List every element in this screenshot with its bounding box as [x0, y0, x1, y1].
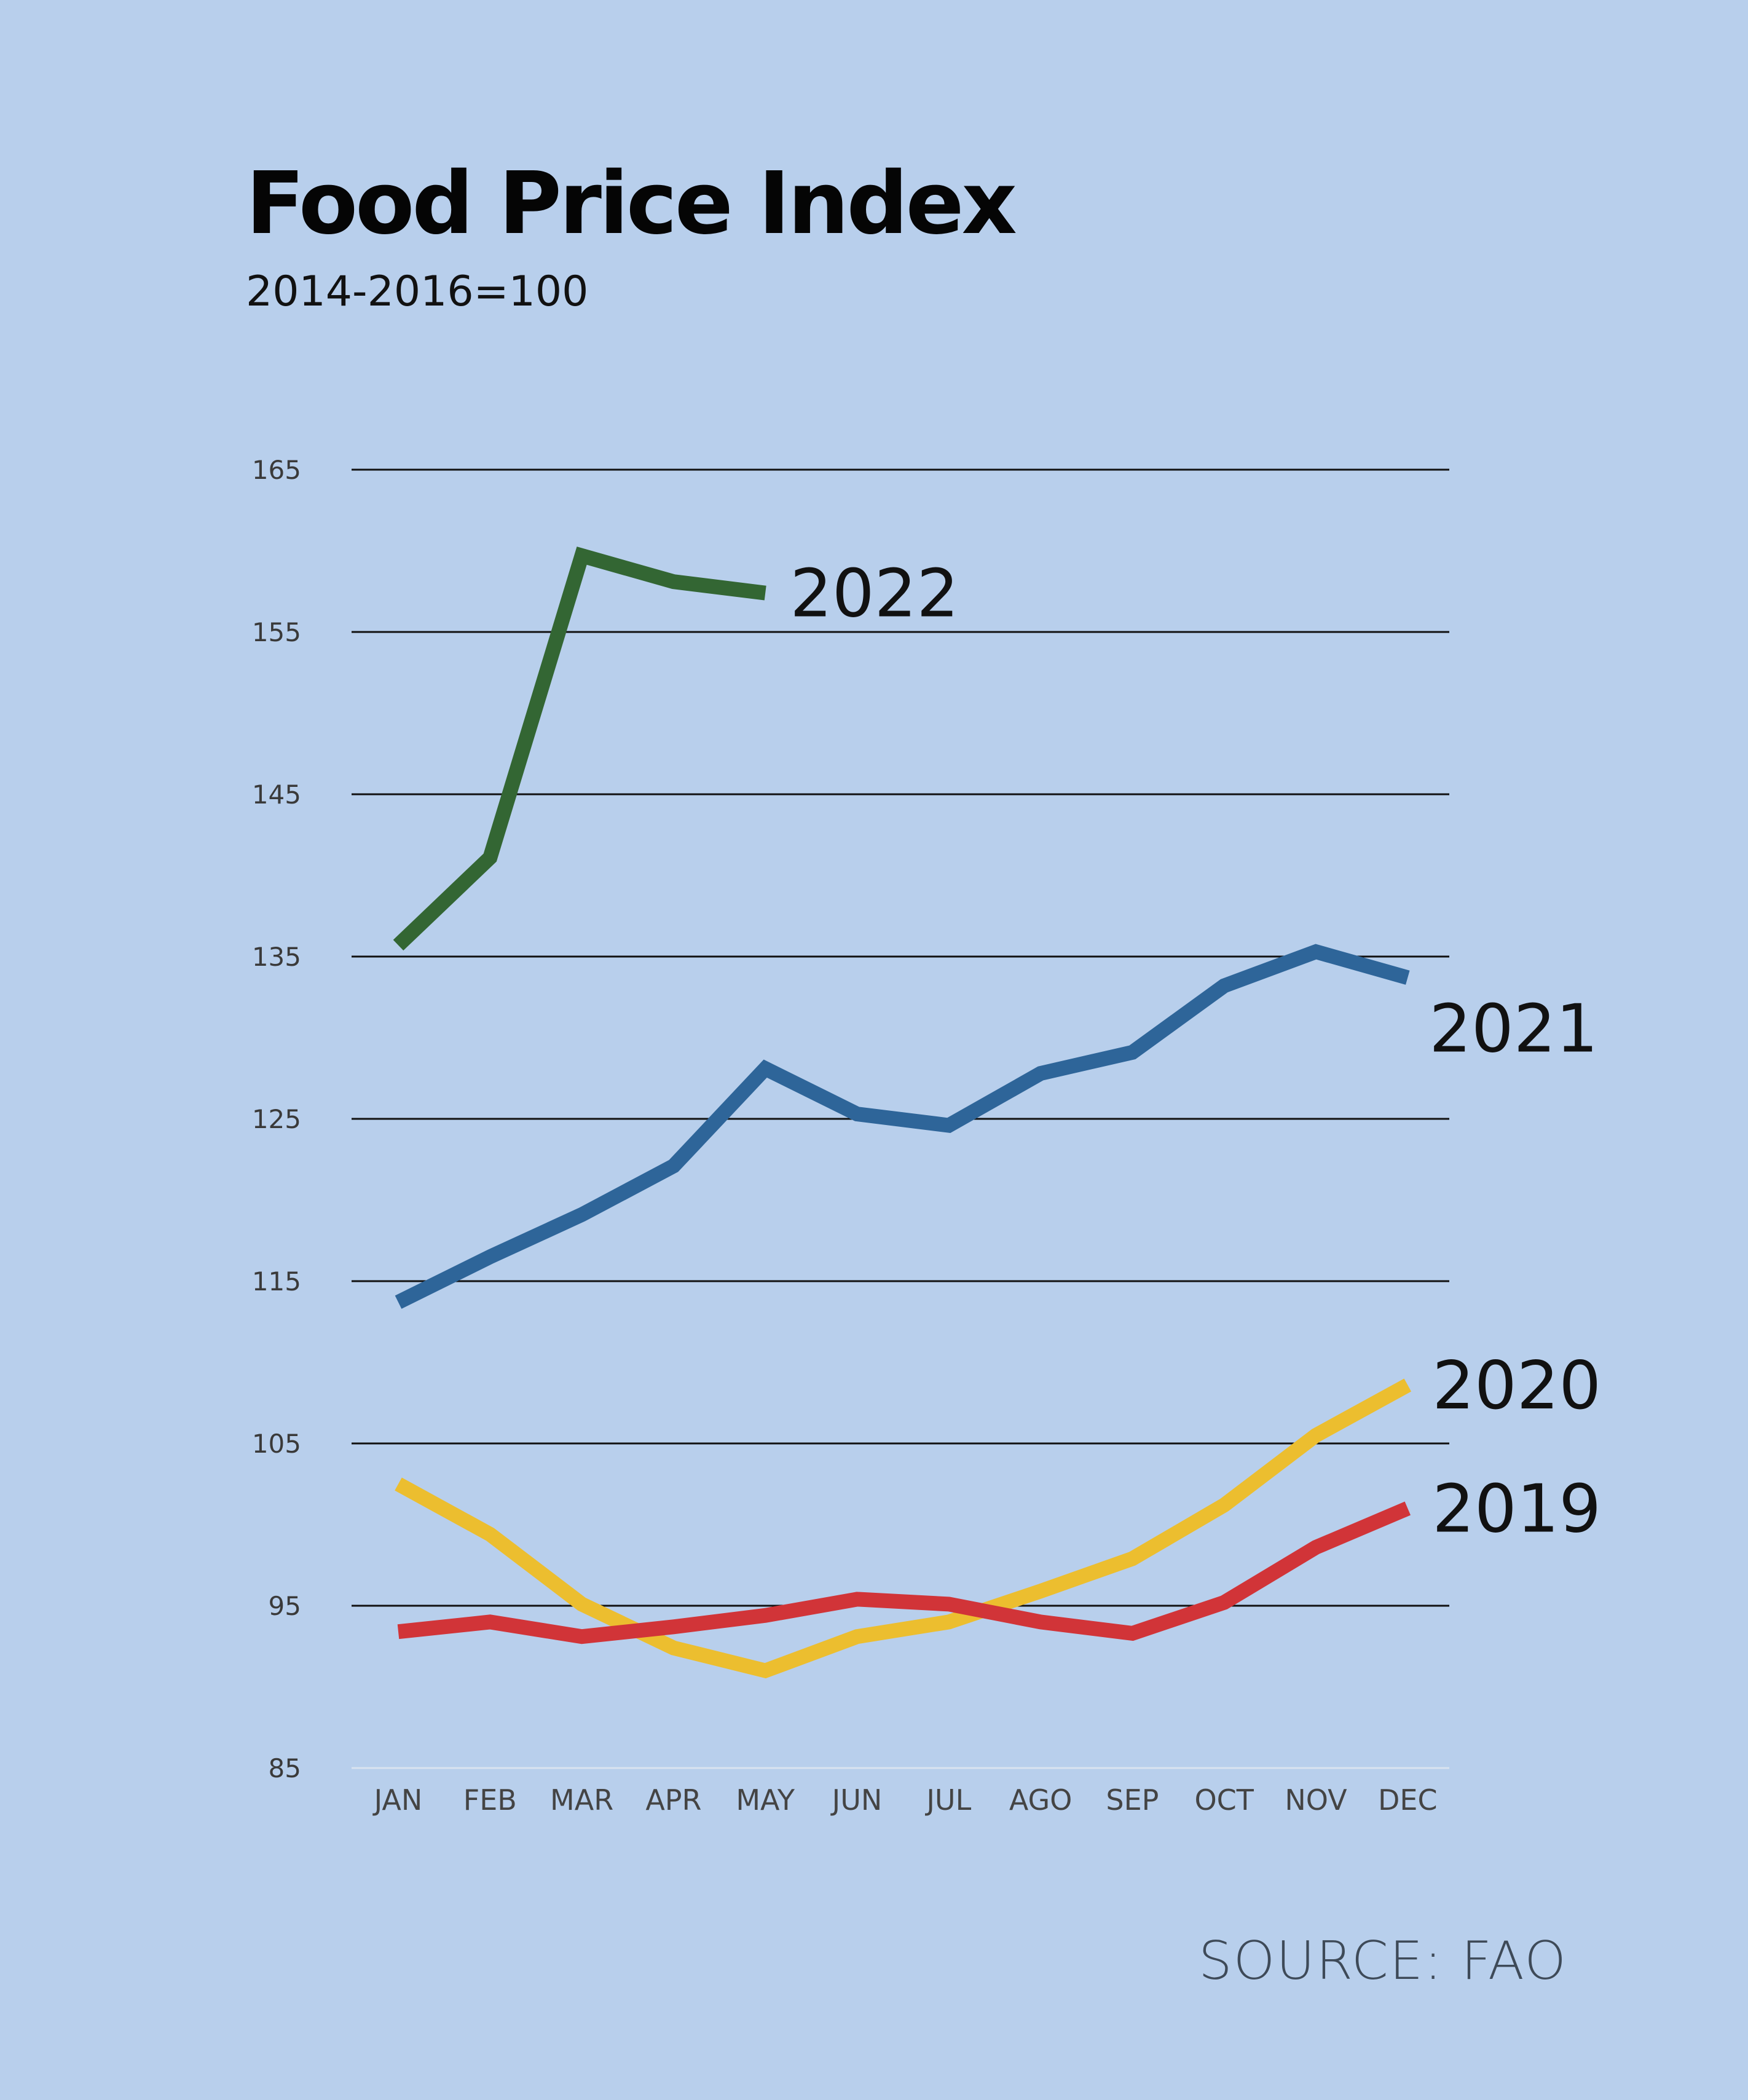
y-tick-label: 155	[252, 617, 301, 647]
series-line-2020	[395, 1378, 1412, 1679]
x-tick-label: AGO	[1009, 1783, 1073, 1817]
x-tick-label: JAN	[372, 1783, 423, 1817]
series-lines	[393, 547, 1412, 1679]
x-tick-label: MAY	[736, 1783, 795, 1817]
x-tick-label: NOV	[1285, 1783, 1347, 1817]
y-tick-label: 105	[252, 1429, 301, 1459]
x-tick-label: SEP	[1106, 1783, 1159, 1817]
x-tick-label: JUL	[924, 1783, 971, 1817]
gridlines	[352, 468, 1449, 1769]
x-tick-label: OCT	[1194, 1783, 1254, 1817]
series-label-2020: 2020	[1432, 1348, 1601, 1424]
x-tick-label: MAR	[550, 1783, 613, 1817]
series-line-2019	[397, 1501, 1411, 1644]
y-tick-label: 95	[269, 1591, 301, 1621]
x-tick-label: FEB	[463, 1783, 517, 1817]
y-tick-label: 85	[269, 1753, 301, 1783]
chart-title: Food Price Index	[246, 154, 1017, 254]
series-labels: 2022 2021 2020 2019	[790, 556, 1601, 1548]
series-line-2022	[393, 547, 766, 951]
x-tick-label: DEC	[1378, 1783, 1438, 1817]
y-axis-ticks: 85 95 105 115 125 135 145 155 165	[252, 455, 301, 1783]
source-note: SOURCE: FAO	[1199, 1930, 1567, 1992]
series-label-2021: 2021	[1429, 990, 1598, 1067]
y-tick-label: 145	[252, 780, 301, 810]
y-tick-label: 115	[252, 1266, 301, 1297]
series-label-2022: 2022	[790, 556, 959, 633]
x-tick-label: JUN	[830, 1783, 883, 1817]
chart-subtitle: 2014-2016=100	[246, 267, 589, 316]
y-tick-label: 125	[252, 1104, 301, 1134]
series-label-2019: 2019	[1432, 1471, 1601, 1548]
x-tick-label: APR	[645, 1783, 701, 1817]
y-tick-label: 165	[252, 455, 301, 485]
x-axis-ticks: JAN FEB MAR APR MAY JUN JUL AGO SEP OCT NOV DEC	[372, 1783, 1438, 1817]
series-line-2021	[395, 944, 1410, 1309]
y-tick-label: 135	[252, 942, 301, 972]
